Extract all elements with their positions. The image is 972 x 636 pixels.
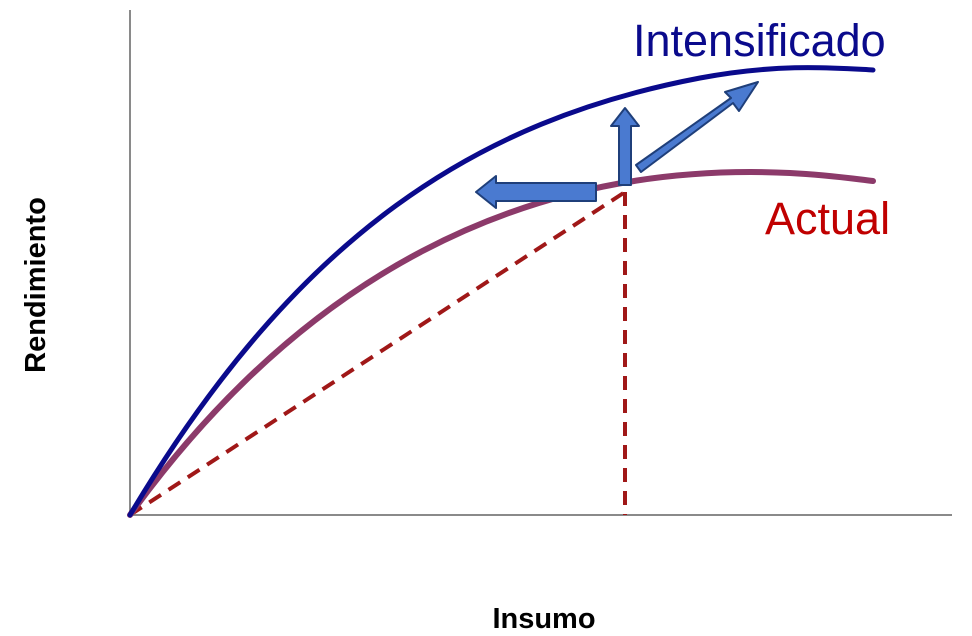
arrow-diagonal xyxy=(635,81,759,173)
intensificado-label: Intensificado xyxy=(633,15,886,66)
arrow-up xyxy=(610,107,640,186)
arrow-left xyxy=(475,175,597,209)
x-axis-title: Insumo xyxy=(492,603,595,635)
curve-actual xyxy=(127,169,876,518)
dashed-reference-diagonal xyxy=(128,190,627,517)
y-axis-title: Rendimiento xyxy=(20,197,52,373)
actual-label: Actual xyxy=(765,193,890,244)
curve-intensificado xyxy=(127,65,876,518)
